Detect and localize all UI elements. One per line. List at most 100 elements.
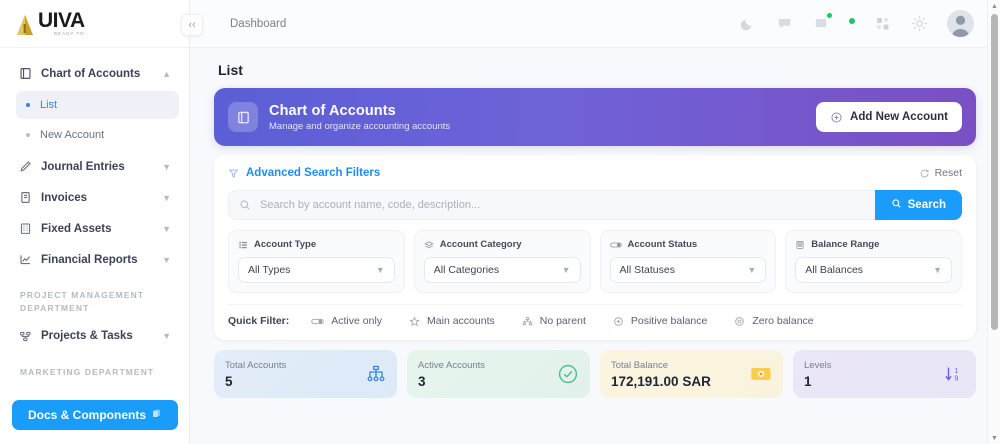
search-input-wrapper[interactable] <box>228 190 875 220</box>
filters-title: Advanced Search Filters <box>246 167 381 179</box>
quick-filter-main-accounts[interactable]: Main accounts <box>409 315 495 327</box>
docs-and-components-button[interactable]: Docs & Components <box>12 400 178 430</box>
avatar[interactable] <box>947 10 974 37</box>
stats-row: Total Accounts 5 Active Accounts <box>214 350 976 398</box>
brand-tagline: READY TO <box>53 31 85 37</box>
chevron-down-icon: ▼ <box>375 265 385 275</box>
quick-filter-label: Quick Filter: <box>228 315 290 327</box>
sidebar-item-label: Projects & Tasks <box>41 330 133 342</box>
main-area: Dashboard <box>190 0 1000 444</box>
plus-circle-icon <box>830 111 843 124</box>
search-icon <box>239 199 251 211</box>
filter-balance-range: Balance Range All Balances ▼ <box>785 230 962 293</box>
scrollbar-thumb[interactable] <box>991 14 998 330</box>
sidebar-item-financial-reports[interactable]: Financial Reports ▼ <box>10 244 179 275</box>
add-new-account-button[interactable]: Add New Account <box>816 102 962 132</box>
quick-filter-text: Main accounts <box>427 315 495 327</box>
topbar-actions <box>738 10 974 37</box>
quick-filter-text: Positive balance <box>630 315 708 327</box>
docs-icon <box>151 408 162 422</box>
status-dot <box>849 18 855 24</box>
svg-text:1: 1 <box>954 368 958 375</box>
window-scrollbar[interactable]: ▲ ▼ <box>987 0 1000 444</box>
sidebar-section-marketing: MARKETING DEPARTMENT <box>20 366 155 377</box>
chevron-up-icon: ▲ <box>162 68 171 79</box>
sidebar-item-projects-tasks[interactable]: Projects & Tasks ▼ <box>10 321 179 352</box>
sidebar-subitem-new-account[interactable]: New Account <box>16 121 179 149</box>
filters-header: Advanced Search Filters Reset <box>228 167 962 179</box>
sidebar-item-chart-of-accounts[interactable]: Chart of Accounts ▲ <box>10 58 179 89</box>
sidebar-item-invoices[interactable]: Invoices ▼ <box>10 182 179 213</box>
select-value: All Categories <box>433 264 500 276</box>
chart-line-icon <box>18 253 32 267</box>
brightness-icon[interactable] <box>910 14 929 33</box>
notification-dot <box>827 13 832 18</box>
stat-value: 5 <box>225 373 233 389</box>
filter-label: Account Status <box>627 239 698 250</box>
search-button-icon <box>891 198 902 212</box>
scroll-down-arrow[interactable]: ▼ <box>991 434 998 442</box>
sidebar-item-label: Invoices <box>41 191 88 204</box>
chevron-down-icon: ▼ <box>561 265 571 275</box>
quick-filter-positive-balance[interactable]: Positive balance <box>613 315 707 327</box>
sidebar-item-label: Fixed Assets <box>41 222 112 235</box>
filter-label: Account Type <box>254 239 317 250</box>
breadcrumb[interactable]: Dashboard <box>230 17 287 30</box>
sidebar-item-journal-entries[interactable]: Journal Entries ▼ <box>10 151 179 182</box>
sidebar-subitem-list[interactable]: List <box>16 91 179 119</box>
chevron-down-icon: ▼ <box>162 192 171 203</box>
docs-button-label: Docs & Components <box>27 408 146 422</box>
filter-label-row: Account Category <box>424 239 581 250</box>
quick-filter-zero-balance[interactable]: Zero balance <box>734 315 814 327</box>
filter-dropdown-grid: Account Type All Types ▼ <box>228 230 962 293</box>
sitemap-icon <box>18 329 32 343</box>
stat-value: 3 <box>418 373 426 389</box>
stat-card-total-balance: Total Balance 172,191.00 SAR <box>600 350 783 398</box>
brand-name: UIVA <box>38 9 85 33</box>
apps-grid-icon[interactable] <box>873 14 892 33</box>
search-button[interactable]: Search <box>874 190 962 220</box>
scroll-up-arrow[interactable]: ▲ <box>991 2 998 10</box>
chevron-down-icon: ▼ <box>162 161 171 172</box>
money-icon <box>750 364 772 384</box>
stat-text: Total Balance 172,191.00 SAR <box>611 360 711 389</box>
stat-label: Total Balance <box>611 359 669 371</box>
sort-icon: 1 9 <box>943 364 965 384</box>
account-type-select[interactable]: All Types ▼ <box>238 257 395 283</box>
filter-label: Account Category <box>439 239 522 250</box>
moon-icon[interactable] <box>738 14 757 33</box>
filter-account-status: Account Status All Statuses ▼ <box>599 230 777 293</box>
filter-funnel-icon <box>228 168 239 179</box>
sidebar-subitem-label: New Account <box>40 129 105 141</box>
search-input[interactable] <box>260 199 865 211</box>
toggle-icon <box>311 317 324 326</box>
filter-account-category: Account Category All Categories ▼ <box>413 230 591 293</box>
account-category-select[interactable]: All Categories ▼ <box>423 257 581 283</box>
stat-text: Total Accounts 5 <box>225 360 286 389</box>
notification-icon[interactable] <box>812 13 832 33</box>
topbar: Dashboard <box>190 0 1000 48</box>
sidebar-nav: Chart of Accounts ▲ List New Account Jou… <box>0 48 189 384</box>
page-content: Chart of Accounts Manage and organize ac… <box>190 88 1000 398</box>
brand-logo: UIVA READY TO <box>14 10 85 37</box>
reset-label: Reset <box>934 167 962 179</box>
balance-range-select[interactable]: All Balances ▼ <box>795 257 952 283</box>
quick-filter-no-parent[interactable]: No parent <box>522 315 586 327</box>
svg-text:9: 9 <box>954 375 958 382</box>
stat-label: Active Accounts <box>418 359 486 371</box>
toggle-icon <box>609 240 622 250</box>
sidebar-item-label: Journal Entries <box>41 160 125 173</box>
sidebar-collapse-button[interactable]: ‹‹ <box>181 14 203 36</box>
logo-container[interactable]: UIVA READY TO <box>0 0 189 48</box>
chat-icon[interactable] <box>775 14 794 33</box>
account-status-select[interactable]: All Statuses ▼ <box>609 257 767 283</box>
building-icon <box>18 222 32 236</box>
quick-filter-active-only[interactable]: Active only <box>311 315 382 327</box>
add-new-account-label: Add New Account <box>850 111 948 123</box>
search-button-label: Search <box>907 199 946 211</box>
reset-button[interactable]: Reset <box>919 167 962 179</box>
filter-label: Balance Range <box>811 239 880 250</box>
sidebar-item-fixed-assets[interactable]: Fixed Assets ▼ <box>10 213 179 244</box>
filter-account-type: Account Type All Types ▼ <box>228 230 405 293</box>
